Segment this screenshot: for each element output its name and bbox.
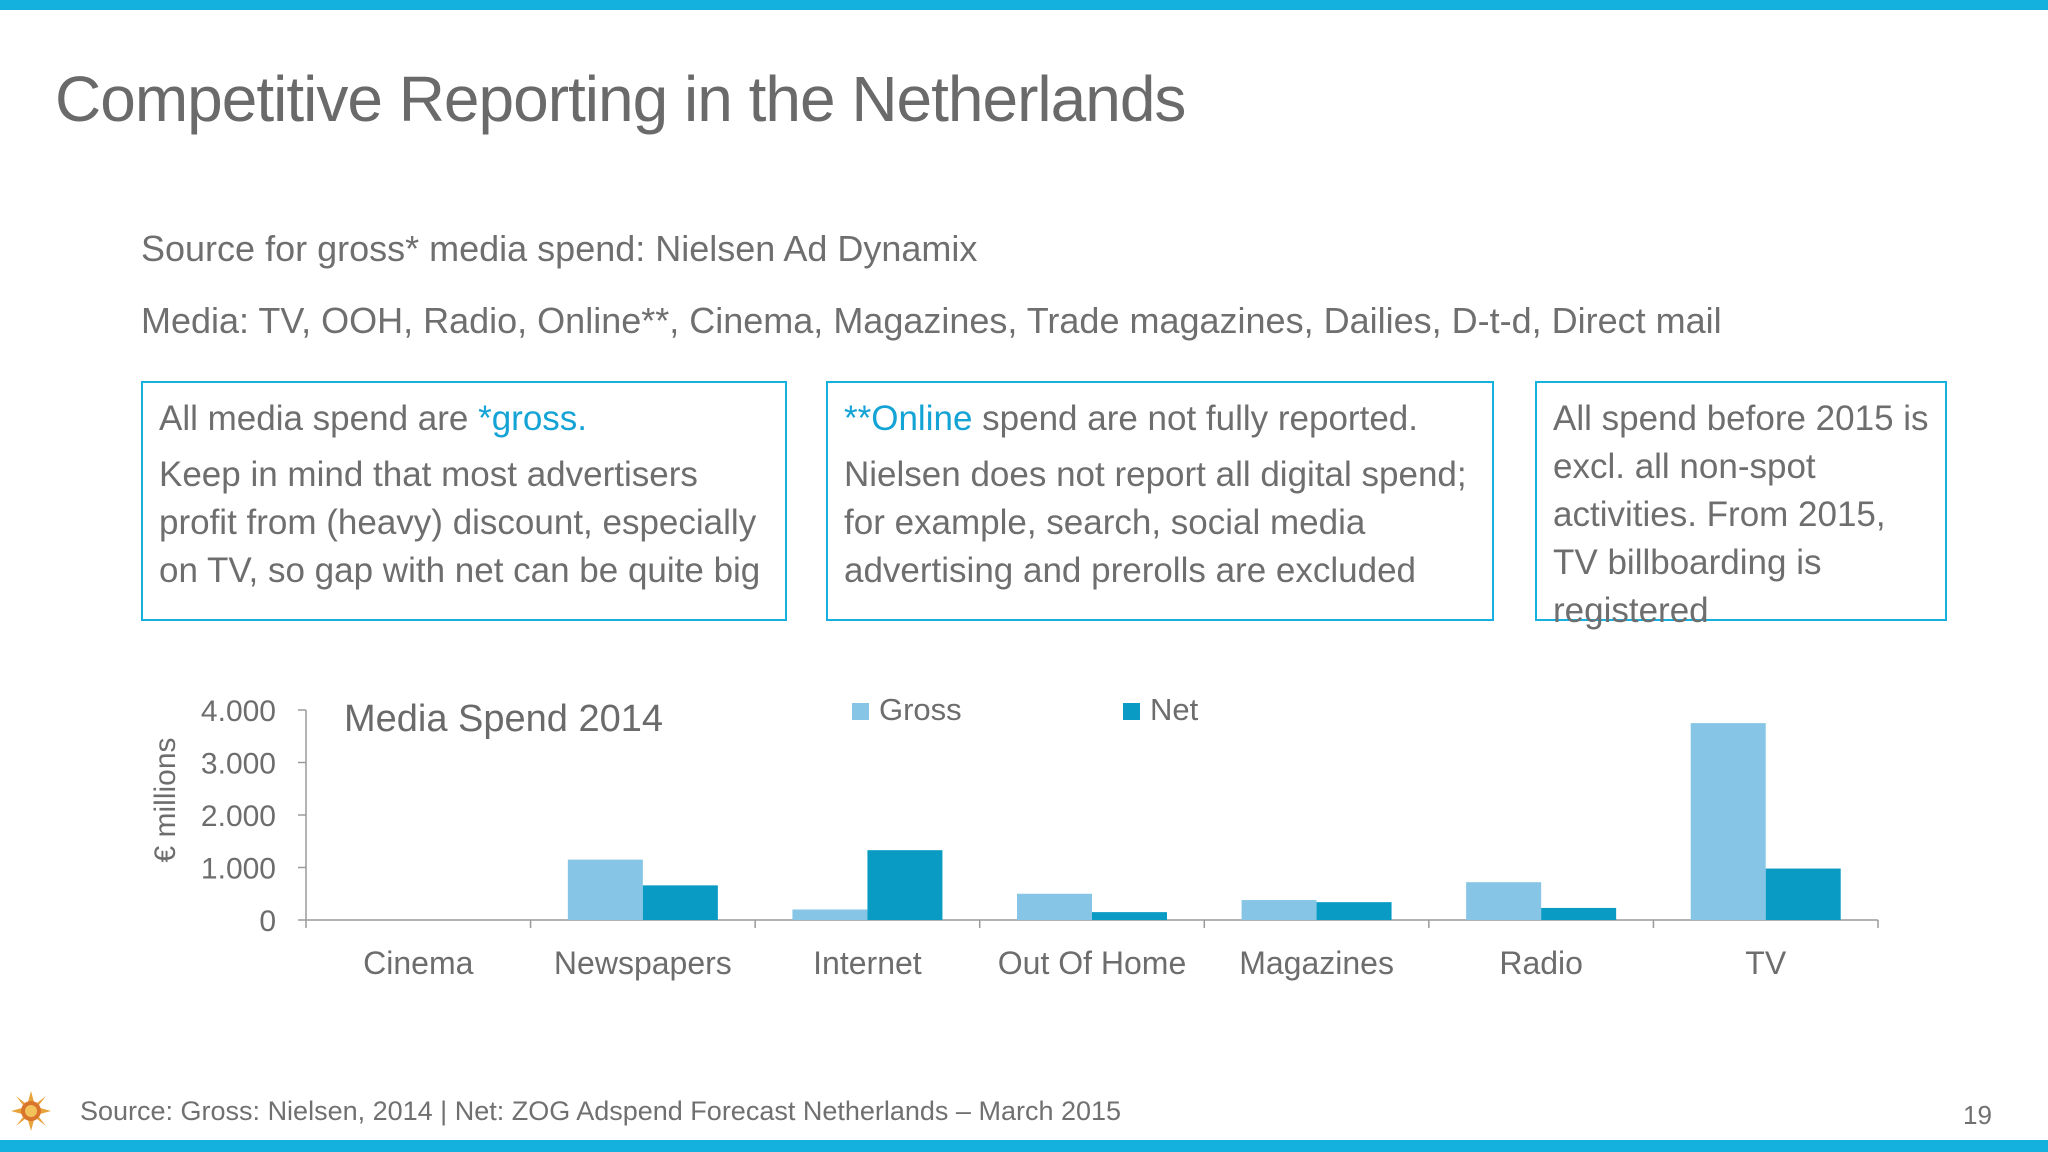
y-tick-label: 3.000 <box>201 748 276 781</box>
note-box-gross-heading: All media spend are *gross. <box>159 395 769 443</box>
note-box-2015-body: All spend before 2015 is excl. all non-s… <box>1553 399 1929 630</box>
y-axis-label: € millions <box>149 737 182 862</box>
footer-source: Source: Gross: Nielsen, 2014 | Net: ZOG … <box>80 1096 1122 1126</box>
media-line: Media: TV, OOH, Radio, Online**, Cinema,… <box>141 300 1722 341</box>
bar-gross-magazines <box>1241 900 1317 920</box>
x-category-label: Cinema <box>363 945 473 981</box>
page-title: Competitive Reporting in the Netherlands <box>55 63 1186 135</box>
bar-gross-radio <box>1466 882 1542 920</box>
note-box-online-heading: **Online spend are not fully reported. <box>844 395 1476 443</box>
bar-gross-tv <box>1690 723 1766 920</box>
note-box-2015: All spend before 2015 is excl. all non-s… <box>1535 381 1947 630</box>
x-category-label: Radio <box>1499 945 1583 981</box>
note-box-gross-body: Keep in mind that most advertisers profi… <box>159 455 761 590</box>
note-highlight: *gross. <box>478 399 588 438</box>
bar-net-radio <box>1541 907 1617 920</box>
x-category-label: Out Of Home <box>998 945 1187 981</box>
legend-label-gross: Gross <box>879 692 962 727</box>
legend-swatch-net <box>1123 703 1140 720</box>
note-box-online-body: Nielsen does not report all digital spen… <box>844 455 1467 590</box>
y-tick-label: 0 <box>259 905 276 938</box>
note-box-online: **Online spend are not fully reported. N… <box>826 381 1494 621</box>
page-number: 19 <box>1963 1100 1992 1130</box>
note-lead: All media spend are <box>159 399 479 438</box>
bar-net-magazines <box>1316 902 1392 920</box>
note-lead: spend are not fully reported. <box>972 399 1418 438</box>
note-box-gross: All media spend are *gross. Keep in mind… <box>141 381 787 621</box>
x-category-label: Internet <box>813 945 922 981</box>
top-accent-bar <box>0 0 2048 10</box>
bar-net-out-of-home <box>1092 912 1167 920</box>
x-category-label: TV <box>1745 945 1787 981</box>
bar-gross-out-of-home <box>1017 893 1092 920</box>
media-spend-chart: 0 1.000 2.000 3.000 4.000 Cinema Newspapers Int… <box>149 692 1879 981</box>
y-tick-label: 4.000 <box>201 695 276 728</box>
x-category-label: Newspapers <box>554 945 732 981</box>
bottom-accent-bar <box>0 1140 2048 1152</box>
sun-logo-icon <box>11 1091 51 1131</box>
bar-net-tv <box>1765 868 1841 920</box>
y-tick-label: 1.000 <box>201 853 276 886</box>
source-line: Source for gross* media spend: Nielsen A… <box>141 228 978 269</box>
legend-label-net: Net <box>1150 692 1199 727</box>
note-highlight: **Online <box>844 399 973 438</box>
legend-swatch-gross <box>852 703 869 720</box>
x-category-label: Magazines <box>1239 945 1394 981</box>
chart-title: Media Spend 2014 <box>344 698 663 740</box>
bar-net-internet <box>867 850 943 920</box>
bar-gross-internet <box>792 909 868 920</box>
y-tick-label: 2.000 <box>201 800 276 833</box>
bar-gross-newspapers <box>567 859 643 920</box>
bar-net-newspapers <box>642 885 718 920</box>
